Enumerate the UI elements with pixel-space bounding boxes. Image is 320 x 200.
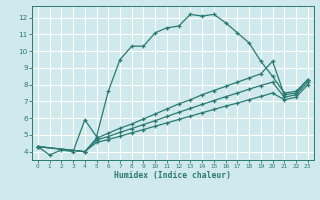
X-axis label: Humidex (Indice chaleur): Humidex (Indice chaleur) bbox=[114, 171, 231, 180]
